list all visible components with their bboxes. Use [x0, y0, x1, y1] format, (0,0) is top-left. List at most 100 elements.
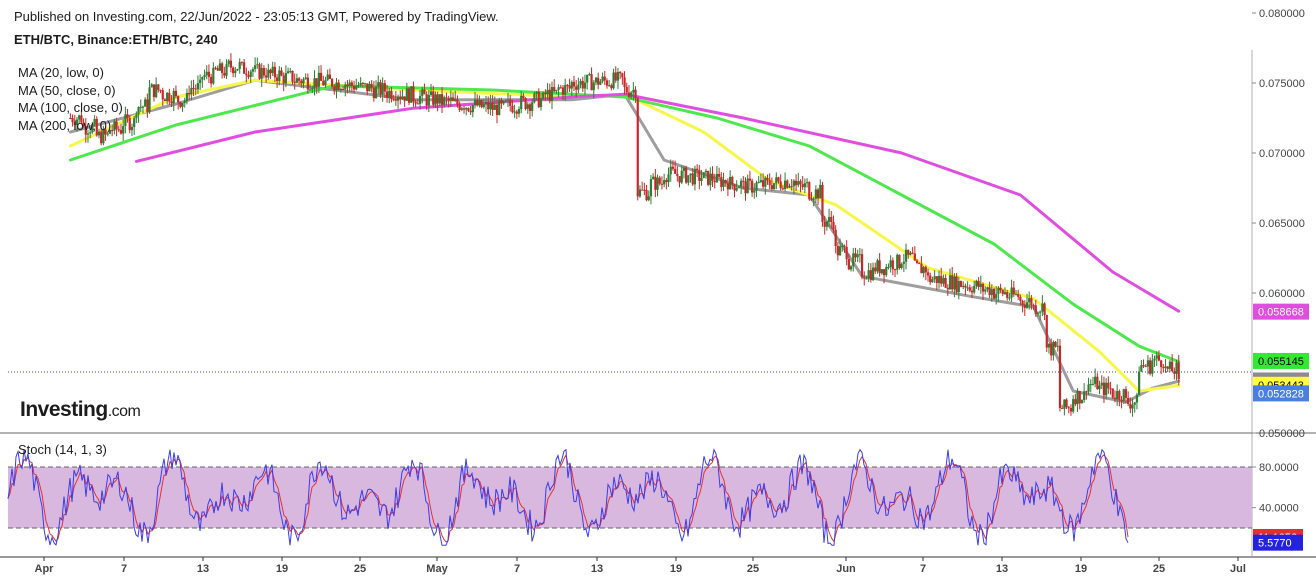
candle-body — [823, 221, 826, 227]
candle-body — [232, 67, 235, 74]
price-badge — [1253, 352, 1309, 369]
candle-body — [981, 283, 985, 292]
candle-body — [249, 71, 252, 77]
candle-body — [550, 86, 554, 101]
candle-body — [962, 285, 965, 287]
time-tick-label: 7 — [920, 563, 926, 575]
candle-body — [608, 85, 611, 87]
candle-body — [634, 89, 637, 99]
candle-body — [819, 184, 822, 199]
candle-body — [210, 76, 213, 84]
candle-body — [539, 98, 543, 108]
candle-body — [1030, 298, 1033, 306]
candle-body — [482, 104, 485, 108]
candle-body — [572, 81, 576, 87]
candle-body — [909, 252, 912, 255]
candle-body — [526, 104, 529, 109]
candle-body — [783, 180, 787, 190]
candle-body — [948, 275, 952, 290]
candle-body — [977, 280, 980, 288]
candle-body — [599, 81, 602, 85]
candle-body — [856, 254, 859, 258]
candle-body — [462, 108, 466, 110]
ma-legend-item[interactable]: MA (20, low, 0) — [18, 65, 104, 80]
candle-body — [522, 95, 525, 99]
candle-body — [1113, 397, 1117, 400]
candle-body — [379, 82, 382, 95]
candle-body — [761, 180, 765, 187]
candle-body — [744, 181, 747, 194]
candle-body — [1050, 343, 1053, 356]
candle-body — [876, 260, 879, 272]
candle-body — [1085, 391, 1088, 393]
candle-body — [155, 84, 158, 98]
candle-body — [447, 98, 450, 101]
candle-body — [654, 176, 657, 190]
candlestick-series[interactable] — [69, 53, 1180, 417]
candle-body — [394, 99, 397, 101]
candle-body — [682, 167, 686, 171]
candle-body — [89, 132, 92, 134]
candle-body — [260, 68, 263, 79]
candle-body — [372, 87, 375, 99]
ma-legend-item[interactable]: MA (100, close, 0) — [18, 100, 123, 115]
candle-body — [460, 108, 463, 110]
candle-body — [729, 176, 732, 190]
candle-body — [570, 81, 573, 89]
candle-body — [940, 275, 943, 284]
candle-body — [388, 90, 391, 98]
candle-body — [168, 92, 171, 102]
candle-body — [775, 177, 778, 184]
candle-body — [73, 122, 76, 126]
candle-body — [1003, 292, 1007, 294]
price-badge — [1253, 303, 1309, 320]
candle-body — [440, 94, 444, 105]
candle-body — [579, 80, 582, 85]
candle-body — [377, 82, 380, 87]
candle-body — [951, 275, 954, 290]
price-badge-label: 0.055145 — [1258, 356, 1304, 368]
candle-body — [308, 89, 312, 91]
candle-body — [1155, 355, 1158, 359]
candle-body — [78, 115, 81, 120]
candle-body — [223, 72, 226, 76]
candle-body — [71, 118, 74, 123]
ma-legend-item[interactable]: MA (200, low, 0) — [18, 117, 112, 133]
candle-body — [304, 77, 307, 80]
candle-body — [1032, 305, 1035, 307]
candle-body — [854, 253, 857, 258]
candle-body — [225, 64, 228, 76]
logo-text: Investing — [20, 398, 108, 421]
candle-body — [588, 74, 591, 76]
candle-body — [891, 260, 894, 270]
candle-body — [959, 281, 963, 287]
candle-body — [953, 276, 956, 290]
candle-body — [812, 198, 815, 200]
time-tick-label: Jul — [1230, 563, 1246, 575]
symbol-title[interactable]: ETH/BTC, Binance:ETH/BTC, 240 — [14, 32, 218, 47]
candle-body — [553, 86, 556, 92]
candle-body — [707, 170, 710, 185]
candle-body — [201, 77, 204, 80]
ma-legend-item[interactable]: MA (50, close, 0) — [18, 82, 116, 98]
candle-body — [150, 84, 153, 88]
candle-body — [1010, 287, 1013, 298]
candle-body — [889, 260, 892, 267]
candle-body — [816, 189, 820, 199]
candle-body — [203, 75, 206, 78]
candle-body — [968, 287, 971, 291]
candle-body — [621, 73, 624, 78]
candle-body — [825, 221, 828, 227]
candle-body — [97, 131, 101, 136]
candle-body — [192, 87, 195, 89]
stoch-legend[interactable]: Stoch (14, 1, 3) — [18, 442, 107, 457]
candle-body — [559, 87, 562, 89]
candle-body — [273, 66, 277, 78]
candle-body — [405, 88, 408, 101]
time-tick-label: Apr — [35, 563, 55, 575]
candle-body — [1102, 382, 1106, 396]
candle-body — [163, 99, 167, 102]
candle-body — [671, 166, 675, 169]
candle-body — [643, 189, 646, 191]
